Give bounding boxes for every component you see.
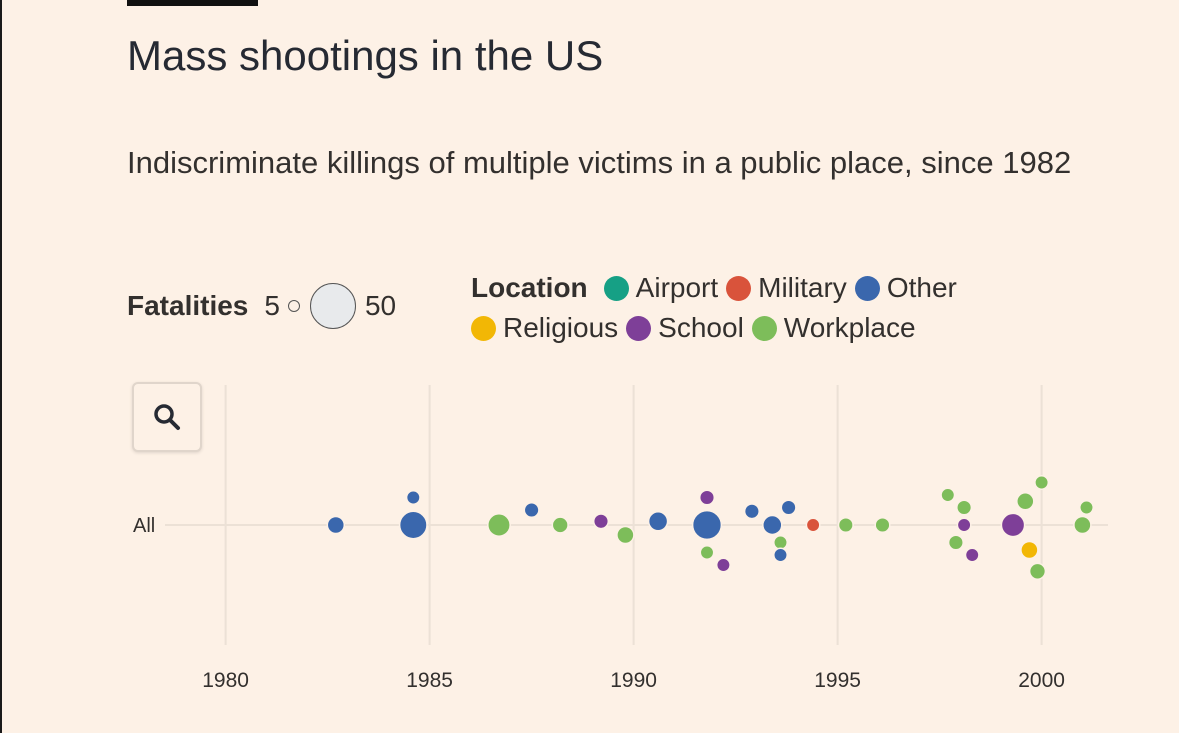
data-point-other	[398, 510, 428, 540]
data-point-other	[780, 499, 797, 516]
data-point-workplace	[874, 516, 891, 534]
data-point-school	[698, 489, 716, 506]
legend-item-other: Other	[854, 272, 957, 304]
legend-item-airport: Airport	[603, 272, 719, 304]
search-icon	[154, 404, 180, 430]
chart-title: Mass shootings in the US	[127, 32, 604, 79]
size-legend-label: Fatalities	[127, 290, 249, 321]
location-legend: Location Airport Military Other Religiou…	[471, 268, 1031, 348]
x-tick-label: 1990	[610, 669, 657, 692]
row-label-all: All	[133, 515, 155, 537]
data-point-religious	[1020, 540, 1039, 560]
data-point-school	[592, 513, 610, 530]
data-point-workplace	[947, 534, 964, 551]
data-point-workplace	[1079, 500, 1094, 515]
data-point-school	[964, 547, 980, 563]
data-point-workplace	[773, 535, 788, 550]
x-tick-label: 1980	[202, 669, 249, 692]
legend-item-school: School	[626, 312, 744, 344]
data-point-workplace	[837, 516, 854, 534]
legend-swatch-school	[626, 315, 652, 341]
zoom-button[interactable]	[132, 382, 202, 452]
data-point-school	[1000, 512, 1026, 538]
size-legend-small-circle	[287, 300, 300, 312]
legend-swatch-airport	[603, 275, 629, 301]
legend-item-military: Military	[726, 272, 847, 304]
data-point-workplace	[699, 545, 715, 560]
legend-label-workplace: Workplace	[783, 312, 916, 343]
data-point-other	[326, 515, 346, 535]
legend-label-other: Other	[886, 272, 957, 303]
data-point-workplace	[1016, 492, 1035, 511]
data-point-military	[805, 517, 821, 533]
beeswarm-chart: 1980198519901995200020052010201520202025…	[133, 385, 1108, 692]
legend-swatch-workplace	[751, 315, 777, 341]
legend-swatch-military	[726, 275, 752, 301]
data-point-other	[743, 503, 760, 520]
data-point-other	[405, 490, 421, 505]
x-tick-label: 1985	[406, 669, 453, 692]
data-point-school	[715, 557, 731, 573]
legend-label-airport: Airport	[635, 272, 719, 303]
brand-bar	[127, 0, 258, 6]
size-legend: Fatalities 5 50	[127, 282, 396, 330]
data-point-school	[956, 517, 972, 533]
data-point-other	[647, 511, 669, 532]
x-tick-label: 1995	[814, 669, 861, 692]
data-point-workplace	[1028, 562, 1047, 580]
location-legend-label: Location	[471, 272, 588, 303]
legend-swatch-religious	[471, 315, 496, 341]
data-point-workplace	[940, 487, 956, 503]
x-tick-label: 2000	[1018, 669, 1065, 692]
legend-item-religious: Religious	[471, 312, 618, 344]
legend-swatch-other	[854, 275, 880, 301]
data-point-workplace	[487, 513, 511, 537]
data-point-workplace	[1073, 515, 1092, 535]
data-point-other	[773, 547, 788, 563]
data-point-workplace	[616, 525, 635, 545]
legend-label-religious: Religious	[503, 312, 619, 343]
size-legend-large-circle	[309, 283, 356, 329]
size-legend-max-label: 50	[364, 290, 397, 321]
size-legend-min-label: 5	[264, 290, 280, 321]
data-point-workplace	[956, 499, 973, 516]
legend-label-school: School	[658, 312, 744, 343]
data-point-other	[523, 501, 540, 519]
legend-label-military: Military	[758, 272, 847, 303]
data-point-workplace	[1034, 475, 1050, 490]
data-point-other	[691, 509, 723, 541]
data-point-other	[762, 514, 783, 536]
right-edge	[1173, 0, 1179, 733]
data-point-workplace	[551, 516, 569, 534]
legend-item-workplace: Workplace	[751, 312, 916, 344]
chart-subtitle: Indiscriminate killings of multiple vict…	[127, 145, 1072, 180]
